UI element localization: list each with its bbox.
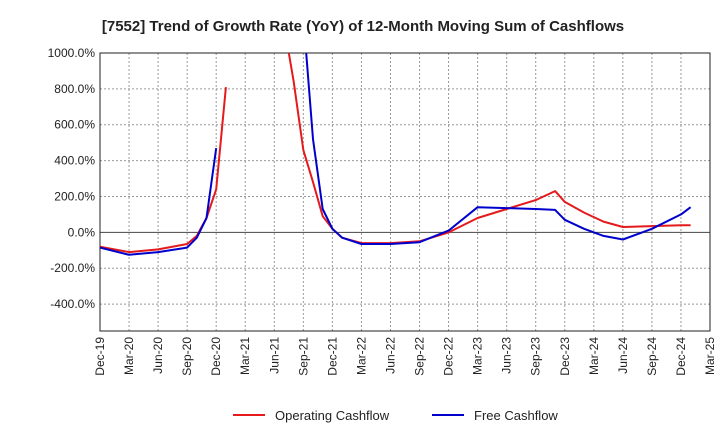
x-tick-label: Mar-23 [471,337,485,375]
y-tick-label: 0.0% [68,225,96,239]
chart-title: [7552] Trend of Growth Rate (YoY) of 12-… [102,18,624,35]
free-cashflow-legend-label: Free Cashflow [474,408,558,423]
x-tick-label: Sep-22 [413,337,427,376]
x-tick-label: Dec-21 [325,337,339,376]
x-tick-label: Mar-20 [122,337,136,375]
y-tick-label: 400.0% [54,154,95,168]
x-tick-label: Mar-24 [587,337,601,375]
gridlines [100,53,710,331]
x-tick-label: Jun-21 [267,337,281,374]
x-tick-label: Mar-21 [238,337,252,375]
y-tick-label: -400.0% [50,297,95,311]
operating-cashflow-line [100,87,227,254]
y-tick-label: 800.0% [54,82,95,96]
plot-area [99,52,711,332]
x-axis: Dec-19 Mar-20 Jun-20 Sep-20 Dec-20 Mar-21 Jun-… [93,337,717,376]
x-tick-label: Dec-19 [93,337,107,376]
x-tick-label: Dec-20 [209,337,223,376]
x-tick-label: Mar-25 [703,337,717,375]
free-cashflow-line [305,53,692,245]
x-tick-label: Dec-23 [558,337,572,376]
y-axis: 1000.0% 800.0% 600.0% 400.0% 200.0% 0.0% -200.… [48,46,96,311]
x-tick-label: Sep-24 [645,337,659,376]
operating-cashflow-legend-label: Operating Cashflow [275,408,390,423]
x-tick-label: Dec-22 [442,337,456,376]
y-tick-label: 600.0% [54,118,95,132]
x-tick-label: Sep-21 [296,337,310,376]
series-lines [100,53,692,256]
x-tick-label: Jun-22 [383,337,397,374]
legend: Operating Cashflow Free Cashflow [233,408,558,423]
y-tick-label: 1000.0% [48,46,96,60]
x-tick-label: Sep-20 [180,337,194,376]
x-tick-label: Jun-23 [500,337,514,374]
free-cashflow-line [100,147,218,256]
y-tick-label: -200.0% [50,261,95,275]
y-tick-label: 200.0% [54,189,95,203]
x-tick-label: Jun-20 [151,337,165,374]
x-tick-label: Mar-22 [354,337,368,375]
operating-cashflow-line [287,53,691,245]
x-tick-label: Jun-24 [616,337,630,374]
x-tick-label: Sep-23 [529,337,543,376]
x-tick-label: Dec-24 [674,337,688,376]
